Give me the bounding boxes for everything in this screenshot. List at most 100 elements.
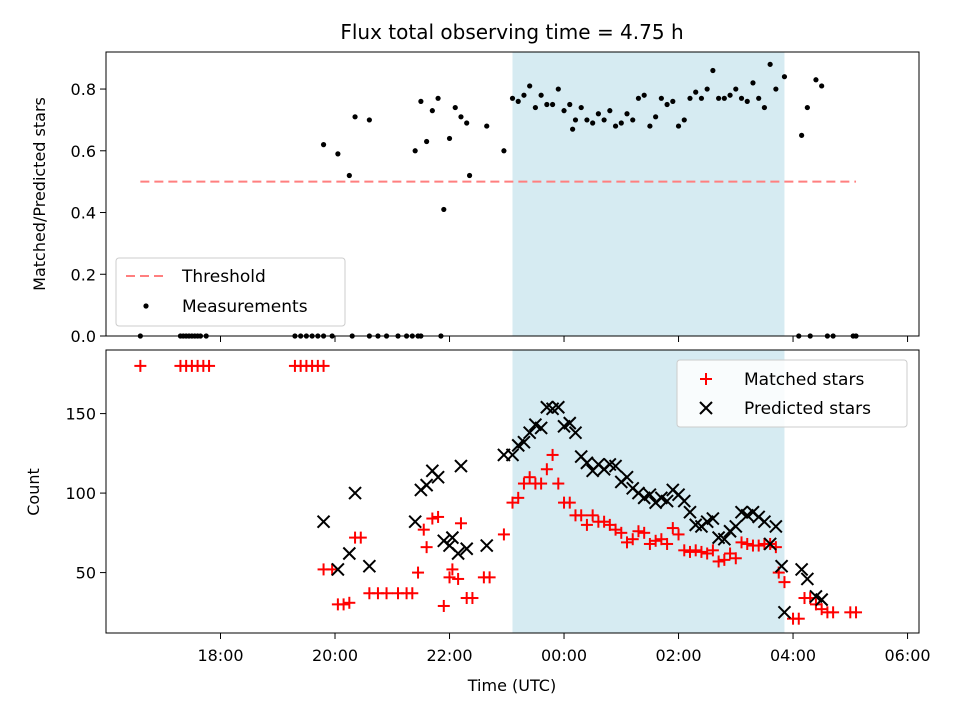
- measurement-point: [698, 95, 705, 101]
- predicted-star-point: [517, 435, 531, 449]
- measurement-point: [653, 114, 659, 120]
- top-observing-window: [512, 52, 785, 336]
- x-tick-label: 22:00: [426, 646, 472, 665]
- matched-star-point: [466, 592, 479, 605]
- matched-star-point: [354, 531, 367, 544]
- predicted-star-point: [800, 572, 815, 586]
- matched-star-point: [552, 477, 565, 490]
- matched-star-point: [420, 541, 433, 554]
- predicted-star-point: [348, 486, 362, 500]
- x-axis-label: Time (UTC): [467, 676, 556, 695]
- measurement-point: [799, 132, 805, 138]
- matched-star-point: [769, 541, 782, 554]
- predicted-star-point: [534, 421, 548, 435]
- matched-star-point: [417, 523, 430, 536]
- predicted-star-point: [729, 519, 743, 534]
- measurement-point: [335, 151, 341, 157]
- measurement-point: [744, 98, 750, 104]
- top-y-axis-label: Matched/Predicted stars: [30, 97, 49, 291]
- predicted-star-point: [706, 511, 720, 526]
- predicted-star-point: [362, 559, 377, 573]
- legend-measurements-swatch: [143, 303, 149, 309]
- measurement-point: [418, 98, 424, 104]
- matched-star-point: [412, 566, 425, 579]
- bottom-legend: Matched stars Predicted stars: [676, 359, 908, 428]
- y-tick-label: 50: [76, 564, 96, 583]
- measurement-point: [412, 148, 418, 154]
- y-tick-label: 0.6: [71, 142, 96, 161]
- matched-star-point: [446, 563, 459, 576]
- measurement-point: [630, 117, 636, 123]
- measurement-point: [761, 104, 768, 111]
- measurement-point: [687, 95, 693, 101]
- measurement-point: [813, 77, 819, 83]
- matched-star-point: [380, 587, 393, 600]
- matched-star-point: [735, 536, 748, 549]
- bottom-y-axis-label: Count: [24, 468, 43, 516]
- y-tick-label: 0.8: [71, 80, 96, 99]
- top-legend: Threshold Measurements: [115, 257, 346, 327]
- predicted-star-point: [580, 456, 594, 470]
- top-panel: 0.00.20.40.60.8 Matched/Predicted stars …: [30, 51, 920, 346]
- measurement-point: [466, 172, 473, 179]
- measurement-point: [464, 120, 470, 126]
- measurement-point: [641, 92, 647, 98]
- predicted-star-point: [563, 416, 577, 430]
- predicted-star-point: [777, 605, 792, 620]
- matched-star-point: [563, 496, 576, 509]
- measurement-point: [441, 206, 447, 213]
- top-x-ticks: [220, 336, 909, 342]
- predicted-star-point: [331, 562, 345, 577]
- bottom-axes-frame: [105, 349, 920, 634]
- matched-star-point: [827, 606, 840, 619]
- measurement-point: [681, 117, 687, 123]
- predicted-star-point: [717, 532, 732, 546]
- matched-star-point: [695, 545, 708, 558]
- matched-star-point: [203, 359, 216, 372]
- predicted-star-point: [451, 546, 465, 561]
- predicted-star-point: [454, 459, 468, 473]
- measurement-point: [658, 95, 664, 101]
- measurement-point: [538, 92, 544, 98]
- matched-star-point: [337, 598, 350, 611]
- predicted-stars-points: [316, 400, 829, 620]
- measurement-point: [750, 80, 756, 86]
- measurement-point: [710, 67, 716, 74]
- measurement-point: [527, 83, 533, 89]
- measurement-point: [601, 117, 607, 123]
- measurement-point: [572, 117, 579, 123]
- matched-star-point: [712, 555, 725, 568]
- matched-star-point: [792, 612, 805, 625]
- measurement-point: [727, 92, 733, 98]
- measurement-point: [781, 74, 788, 80]
- predicted-star-point: [608, 459, 623, 473]
- matched-star-point: [535, 477, 548, 490]
- measurement-point: [429, 108, 435, 114]
- matched-star-point: [672, 528, 685, 541]
- y-tick-label: 0.2: [71, 265, 96, 284]
- matched-star-point: [575, 509, 588, 522]
- matched-star-point: [497, 528, 510, 541]
- measurement-point: [590, 120, 596, 126]
- matched-star-point: [343, 596, 356, 609]
- matched-star-point: [729, 552, 742, 565]
- predicted-star-point: [342, 546, 357, 561]
- measurement-point: [320, 142, 327, 148]
- chart-title: Flux total observing time = 4.75 h: [340, 20, 683, 44]
- measurement-point: [458, 114, 464, 120]
- bottom-y-ticks: 50 100 150: [65, 405, 106, 583]
- legend-predicted-swatch: [699, 401, 713, 415]
- measurement-point: [670, 98, 676, 104]
- measurement-point: [664, 101, 670, 108]
- matched-star-point: [326, 563, 339, 576]
- top-axes-frame: [105, 51, 920, 337]
- legend-threshold-label: Threshold: [181, 267, 266, 287]
- predicted-star-point: [568, 425, 583, 440]
- matched-star-point: [546, 448, 559, 461]
- measurement-point: [584, 117, 590, 123]
- top-y-ticks: 0.0 0.2 0.4 0.6 0.8: [71, 80, 106, 346]
- matched-star-point: [778, 576, 791, 589]
- matched-star-point: [683, 545, 696, 558]
- matched-star-point: [706, 544, 719, 557]
